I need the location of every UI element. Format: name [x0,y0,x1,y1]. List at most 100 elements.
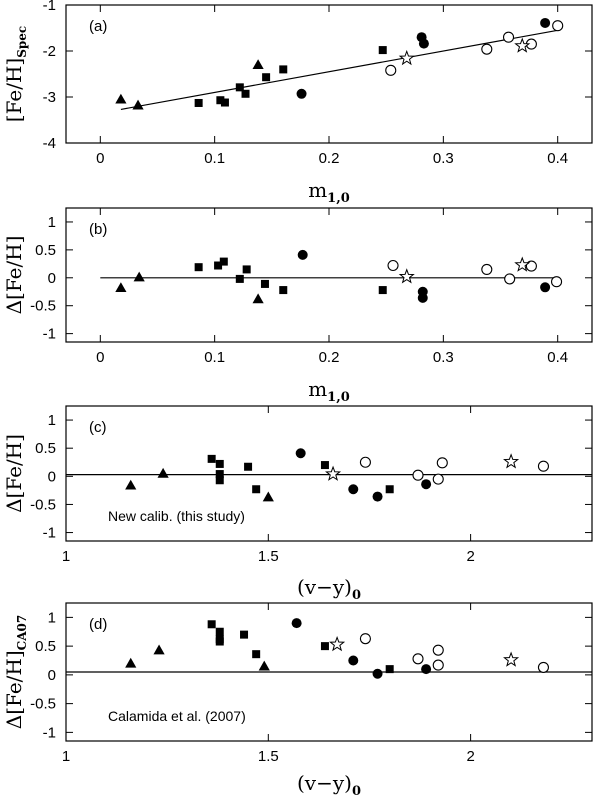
panel-annotation: Calamida et al. (2007) [108,708,246,724]
plot-frame [65,4,593,144]
y-axis-title: Δ[Fe/H] [2,236,26,315]
x-tick-label: 0 [96,349,104,366]
panel-label: (d) [89,616,107,633]
y-axis-title-main: Δ[Fe/H] [2,650,26,729]
point-square [241,89,250,98]
x-axis-title: (v−y)0 [297,771,361,799]
point-star [398,49,415,66]
x-tick-label: 1.5 [258,748,279,765]
point-square [215,476,224,485]
y-axis-title-sub: Spec [15,26,29,58]
panel-label: (c) [89,419,107,436]
point-open-circle [552,20,564,32]
point-star [514,37,531,53]
point-square [194,263,203,272]
point-star [514,256,531,272]
y-tick-label: -2 [43,43,56,60]
point-filled-circle [421,479,432,490]
point-square [242,265,251,274]
point-triangle [258,660,270,671]
point-open-circle [436,457,448,469]
point-square [244,462,253,471]
point-triangle [252,293,264,304]
point-filled-circle [372,668,383,679]
point-open-circle [537,460,549,472]
point-open-circle [412,653,424,665]
x-tick-label: 1 [62,548,70,565]
point-square [378,286,387,295]
point-filled-circle [417,292,428,303]
point-open-circle [432,473,444,485]
point-square [378,46,387,55]
x-axis-title-main: m [308,178,327,202]
point-square [215,637,224,646]
y-tick-label: -4 [43,135,56,152]
point-open-circle [387,259,399,272]
point-square [207,454,216,463]
point-square [235,274,244,283]
point-open-circle [432,659,444,671]
point-triangle [153,644,165,655]
point-open-circle [359,456,371,468]
y-tick-label: 1 [48,214,56,231]
point-square [262,73,271,82]
point-triangle [262,491,274,502]
point-star [329,635,346,652]
point-open-circle [385,64,397,76]
point-filled-circle [297,249,308,260]
y-axis-title-main: Δ[Fe/H] [2,236,26,315]
point-open-circle [504,273,516,285]
y-axis-title: [Fe/H]Spec [2,26,29,122]
y-tick-label: -1 [43,0,56,14]
panel-annotation: New calib. (this study) [108,508,245,524]
y-tick-label: 0 [48,667,56,684]
x-axis-title-main: (v−y) [297,771,352,795]
x-axis-title-sub: 0 [352,588,361,603]
point-filled-circle [540,282,551,293]
x-tick-label: 0.3 [433,150,454,167]
point-open-circle [359,633,371,645]
point-square [219,257,228,266]
y-tick-label: -1 [43,724,56,741]
x-tick-label: 0.3 [433,349,454,366]
point-filled-circle [295,448,306,459]
y-tick-label: -1 [43,326,56,343]
point-star [503,651,520,667]
point-square [235,83,244,92]
point-square [214,261,223,270]
x-axis-title-main: m [308,377,327,401]
x-tick-label: 0 [96,150,104,167]
point-star [398,268,415,284]
x-axis-title: m1,0 [308,377,350,405]
point-open-circle [412,469,424,481]
point-square [252,650,261,659]
x-axis-title-sub: 1,0 [327,390,350,405]
panel-4: 1 1.5 2 -1 -0.5 0 0.5 1 (d) Calamida et al. (2007… [2,602,593,799]
x-tick-label: 2 [466,748,474,765]
x-axis-title: (v−y)0 [297,575,361,603]
point-square [320,642,329,651]
x-tick-label: 2 [466,548,474,565]
point-square [215,459,224,468]
y-axis-title-sub: CA07 [15,615,29,651]
point-star [325,465,342,481]
point-square [260,279,269,288]
plot-frame [65,405,593,542]
panel-1: 0 0.1 0.2 0.3 0.4 -4 -3 -2 -1 (a) m1,0 [Fe/H]Spec [2,0,593,206]
y-tick-label: -0.5 [30,496,56,513]
point-square [216,96,225,105]
point-filled-circle [421,664,432,675]
x-tick-label: 0.2 [319,150,340,167]
point-square [385,485,394,494]
x-tick-label: 0.4 [547,349,568,366]
x-tick-label: 0.2 [319,349,340,366]
point-square [215,627,224,636]
point-filled-circle [348,484,359,495]
x-tick-label: 0.1 [204,349,225,366]
point-square [240,630,249,639]
point-filled-circle [540,17,551,28]
point-triangle [252,59,264,69]
x-axis-title-main: (v−y) [297,575,352,599]
point-triangle [132,99,144,110]
y-tick-label: 1 [48,412,56,429]
